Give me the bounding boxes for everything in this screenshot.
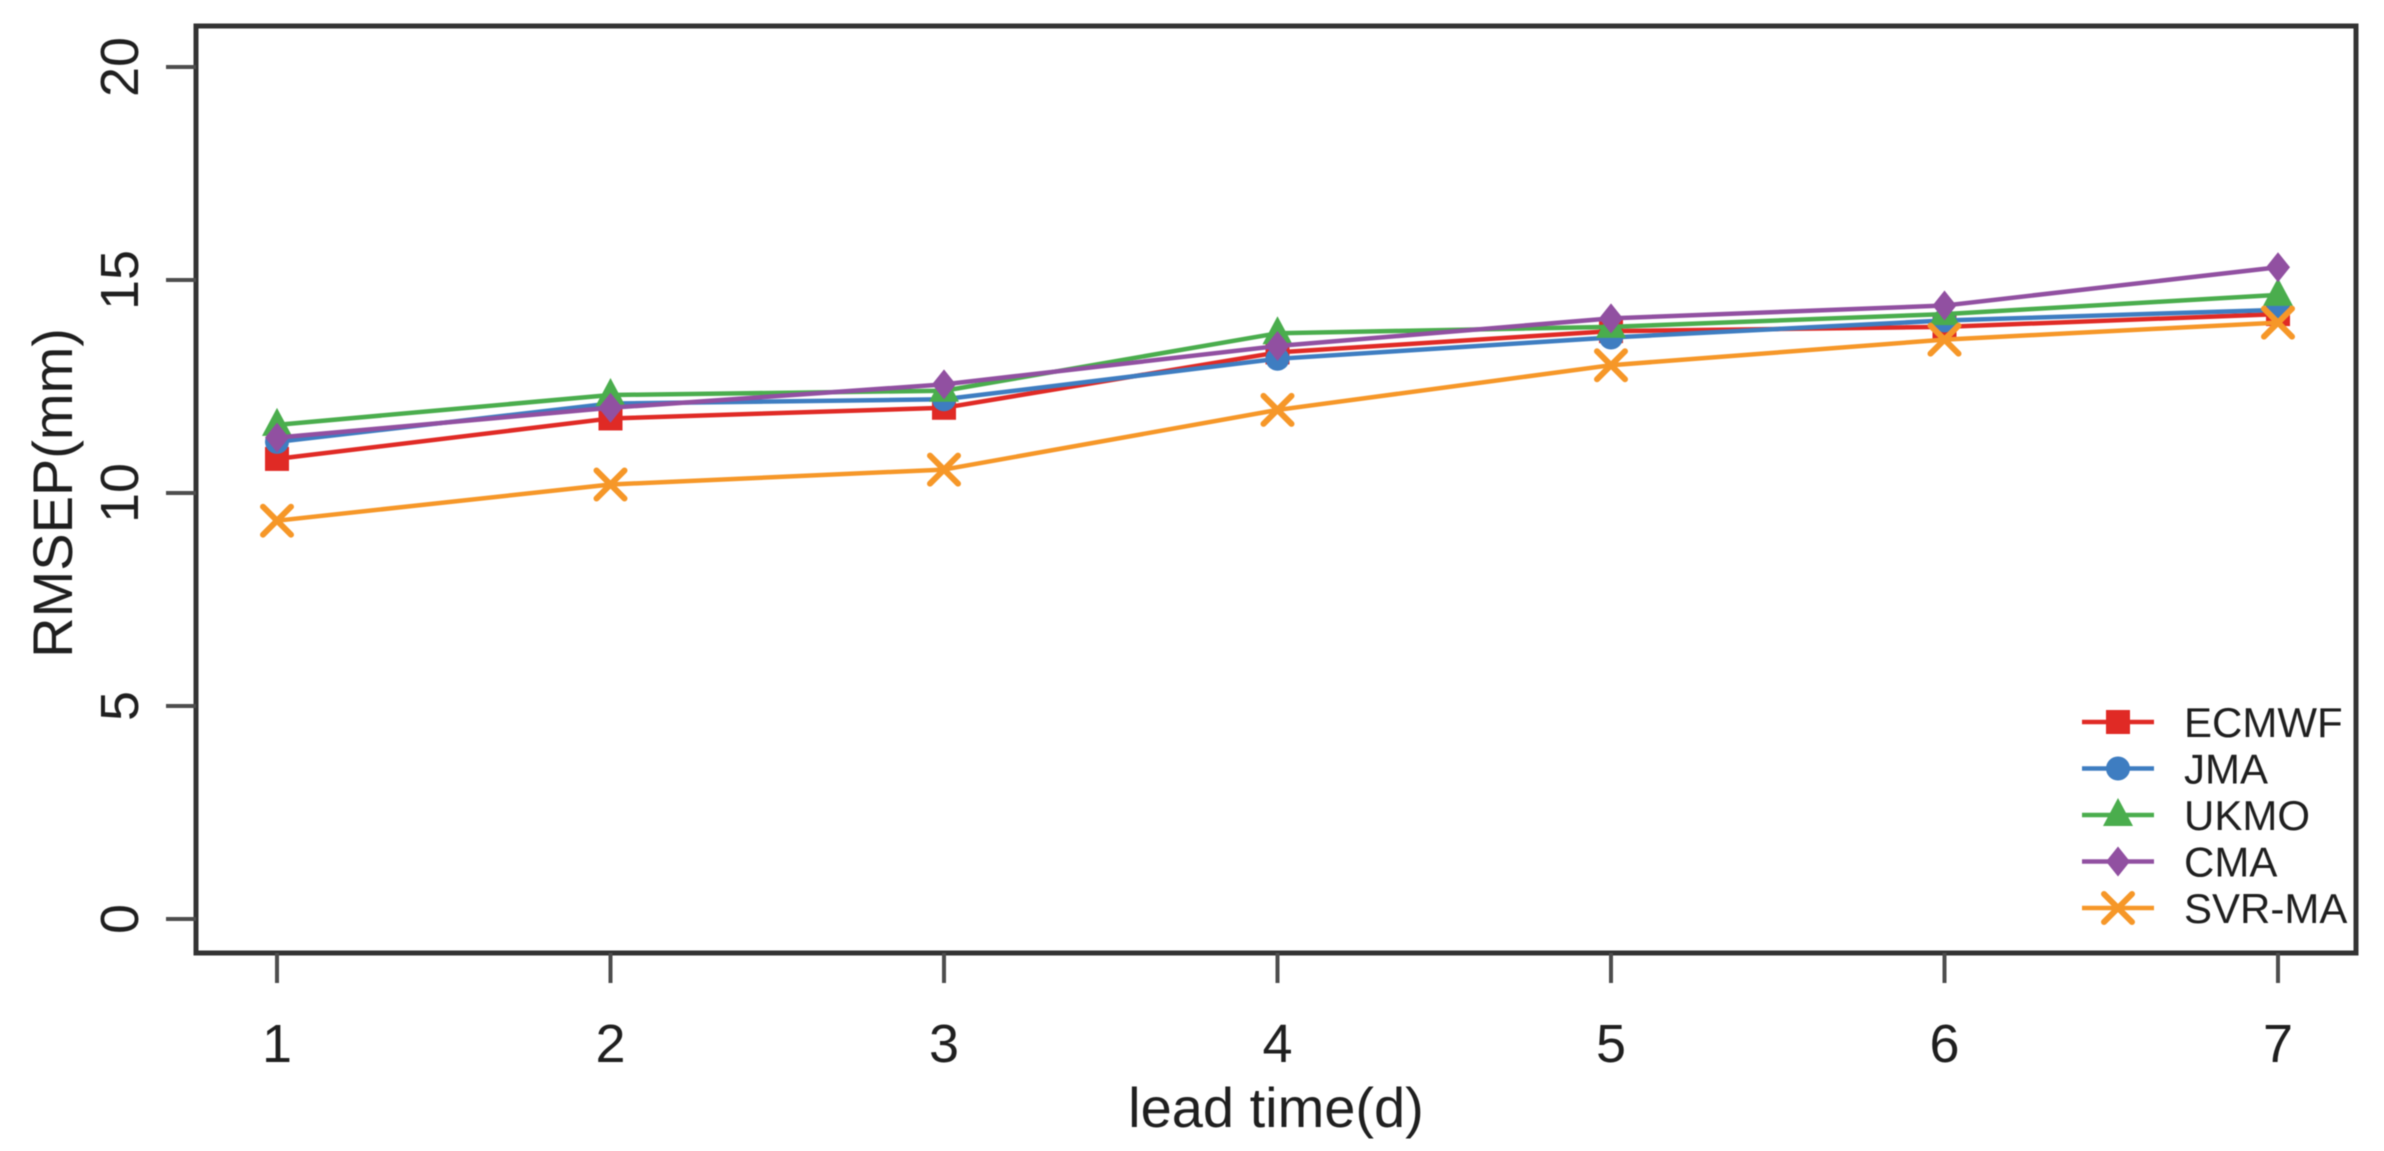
marker-x xyxy=(2101,891,2135,925)
marker-x xyxy=(1927,322,1962,357)
marker-triangle xyxy=(262,407,292,436)
marker-triangle xyxy=(595,378,626,407)
legend-item-jma: JMA xyxy=(2082,746,2268,793)
y-axis-tick-label: 15 xyxy=(90,250,150,310)
series-cma xyxy=(265,252,2290,453)
x-axis-title: lead time(d) xyxy=(1128,1076,1424,1139)
y-axis-tick-label: 0 xyxy=(90,904,150,934)
y-axis-tick-label: 10 xyxy=(90,463,150,523)
legend-label: ECMWF xyxy=(2184,699,2343,746)
series-svr-ma xyxy=(260,305,2295,538)
marker-x xyxy=(927,452,961,487)
marker-diamond xyxy=(265,422,289,453)
legend-label: JMA xyxy=(2184,746,2268,793)
x-axis-tick-label: 3 xyxy=(929,1014,959,1074)
y-axis-title: RMSEP(mm) xyxy=(21,328,84,658)
x-axis-tick-label: 7 xyxy=(2263,1014,2293,1074)
y-axis-tick-label: 5 xyxy=(90,691,150,721)
legend-item-ukmo: UKMO xyxy=(2082,792,2310,839)
marker-x xyxy=(260,503,294,538)
x-axis-tick-label: 1 xyxy=(262,1014,292,1074)
marker-diamond xyxy=(1599,303,1623,334)
x-axis-tick-label: 2 xyxy=(595,1014,625,1074)
marker-triangle xyxy=(2263,277,2293,306)
marker-triangle xyxy=(1262,316,1293,345)
marker-x xyxy=(1594,348,1628,383)
marker-x xyxy=(2261,305,2295,340)
plot-box xyxy=(193,23,2359,956)
x-axis-tick-label: 4 xyxy=(1262,1014,1292,1074)
legend-item-ecmwf: ECMWF xyxy=(2082,699,2343,746)
x-axis: 1 2 3 4 5 6 7 xyxy=(262,953,2293,1074)
x-axis-tick-label: 6 xyxy=(1929,1014,1959,1074)
legend-label: UKMO xyxy=(2184,792,2310,839)
legend-label: SVR-MA xyxy=(2184,885,2347,932)
marker-triangle xyxy=(2103,798,2133,826)
marker-circle xyxy=(2106,756,2130,781)
marker-diamond xyxy=(1932,290,1957,321)
marker-diamond xyxy=(2266,252,2290,283)
legend-item-cma: CMA xyxy=(2082,839,2277,886)
legend-item-svr-ma: SVR-MA xyxy=(2082,885,2347,932)
marker-diamond xyxy=(598,392,623,423)
marker-x xyxy=(593,467,628,502)
marker-square xyxy=(2106,710,2130,734)
marker-x xyxy=(1260,392,1295,427)
legend-label: CMA xyxy=(2184,839,2277,886)
y-axis: 0 5 10 15 20 xyxy=(90,37,196,934)
marker-diamond xyxy=(1265,331,1290,362)
x-axis-tick-label: 5 xyxy=(1596,1014,1626,1074)
marker-diamond xyxy=(932,369,956,400)
marker-diamond xyxy=(2106,846,2130,877)
y-axis-tick-label: 20 xyxy=(90,37,150,97)
